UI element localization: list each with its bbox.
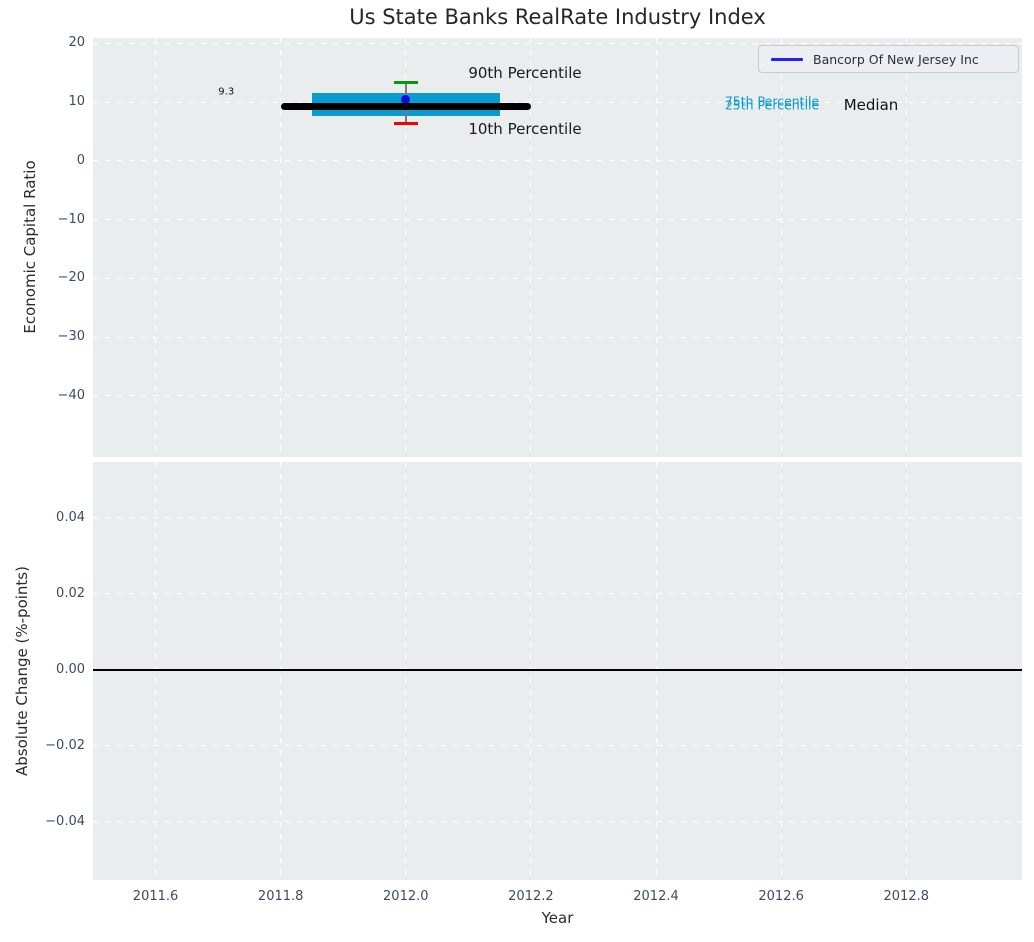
y-tick-label: 0.04 xyxy=(56,509,85,525)
annotation: 90th Percentile xyxy=(468,63,582,82)
y-tick-label: −40 xyxy=(57,387,85,403)
top-axes-panel xyxy=(93,38,1022,457)
x-gridline xyxy=(155,38,157,457)
x-gridline xyxy=(905,462,907,880)
x-tick-label: 2012.8 xyxy=(883,889,930,904)
y-gridline xyxy=(93,160,1022,162)
whisker-cap-90th xyxy=(393,81,418,85)
y-gridline xyxy=(93,821,1022,823)
x-tick-label: 2012.0 xyxy=(383,889,429,904)
zero-line xyxy=(93,668,1022,671)
x-gridline xyxy=(655,462,657,880)
y-gridline xyxy=(93,336,1022,338)
y-gridline xyxy=(93,593,1022,595)
x-tick-label: 2012.2 xyxy=(508,889,554,904)
x-gridline xyxy=(405,38,407,457)
annotation: 9.3 xyxy=(218,86,235,98)
y-gridline xyxy=(93,395,1022,397)
x-tick-label: 2011.8 xyxy=(257,889,304,904)
x-gridline xyxy=(280,462,282,880)
x-tick-label: 2012.6 xyxy=(758,889,804,904)
y-tick-label: 0 xyxy=(76,152,85,168)
x-gridline xyxy=(655,38,657,457)
median-line xyxy=(280,102,531,110)
y-tick-label: −20 xyxy=(57,270,85,286)
y-tick-label: −30 xyxy=(57,329,85,345)
y-gridline xyxy=(93,517,1022,519)
x-gridline xyxy=(405,462,407,880)
x-gridline xyxy=(530,38,532,457)
x-gridline xyxy=(780,38,782,457)
annotation: 10th Percentile xyxy=(468,120,582,139)
x-axis-title: Year xyxy=(541,909,574,927)
annotation: Median xyxy=(843,95,899,114)
annotation: 75th Percentile xyxy=(724,93,820,109)
x-gridline xyxy=(155,462,157,880)
legend: Bancorp Of New Jersey Inc xyxy=(758,45,1019,73)
x-gridline xyxy=(280,38,282,457)
bottom-axes-panel xyxy=(93,462,1022,880)
x-gridline xyxy=(530,462,532,880)
legend-line-icon xyxy=(771,57,803,61)
y-gridline xyxy=(93,101,1022,103)
y-gridline xyxy=(93,745,1022,747)
whisker-cap-10th xyxy=(393,122,418,126)
chart-title: Us State Banks RealRate Industry Index xyxy=(349,5,766,29)
y-tick-label: 10 xyxy=(68,94,85,110)
y-gridline xyxy=(93,42,1022,44)
x-gridline xyxy=(780,462,782,880)
y-gridline xyxy=(93,219,1022,221)
x-gridline xyxy=(905,38,907,457)
y-tick-label: 0.02 xyxy=(56,585,85,601)
y-gridline xyxy=(93,277,1022,279)
company-point xyxy=(401,95,411,105)
legend-label: Bancorp Of New Jersey Inc xyxy=(813,51,979,67)
y-tick-label: 20 xyxy=(68,35,85,51)
x-tick-label: 2012.4 xyxy=(633,889,679,904)
y-tick-label: −0.02 xyxy=(45,737,85,753)
y-tick-label: 0.00 xyxy=(56,661,85,677)
x-tick-label: 2011.6 xyxy=(132,889,179,904)
y-tick-label: −10 xyxy=(57,211,85,227)
y-tick-label: −0.04 xyxy=(45,813,85,829)
top-y-axis-title-text: Economic Capital Ratio xyxy=(21,160,39,334)
annotation: 25th Percentile xyxy=(724,97,820,113)
